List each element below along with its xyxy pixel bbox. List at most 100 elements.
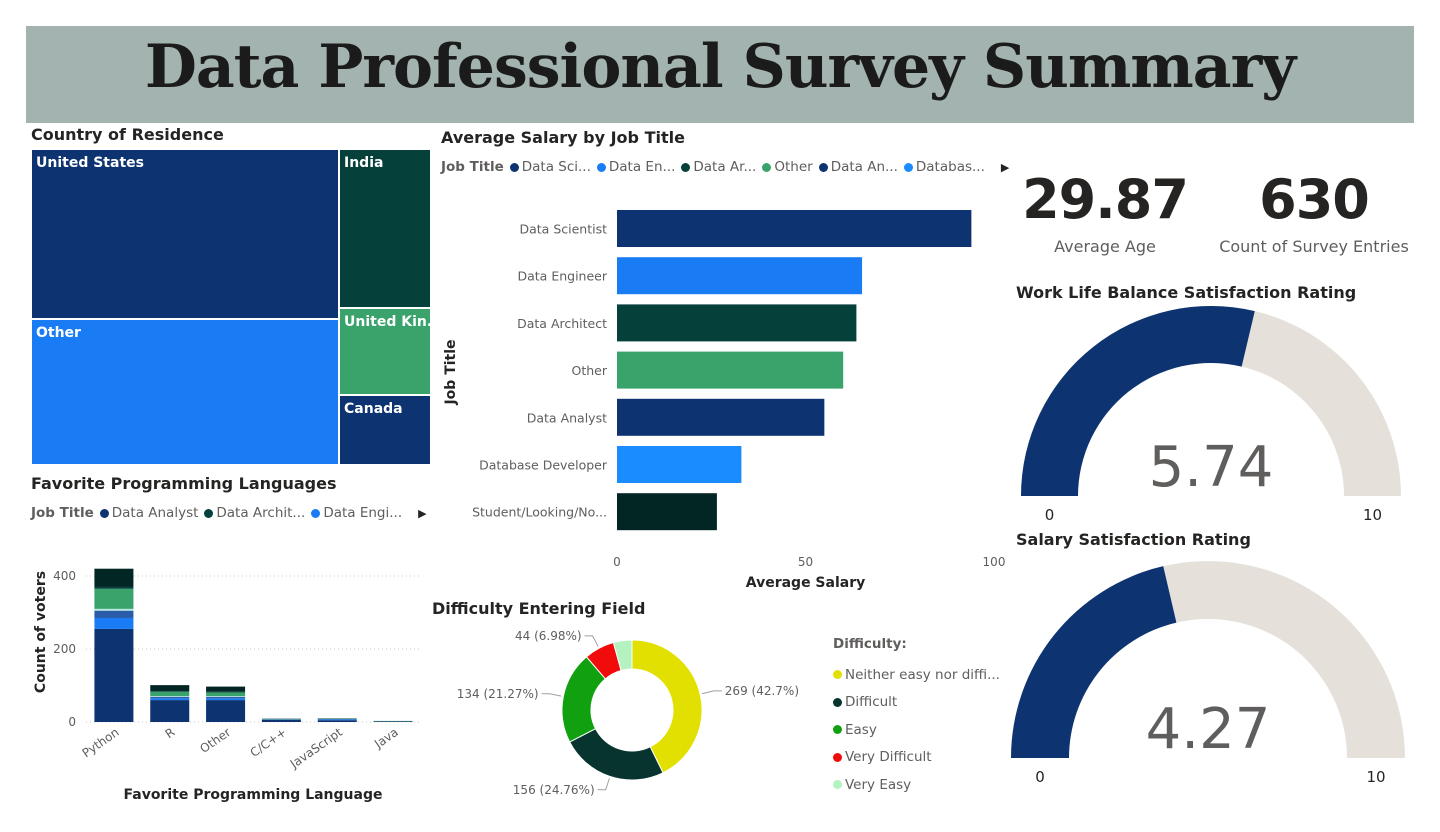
- languages-legend: Job Title Data Analyst Data Archit... Da…: [31, 505, 427, 521]
- legend-item-data-architect[interactable]: Data Ar...: [681, 159, 756, 175]
- language-bar-segment[interactable]: [94, 628, 134, 722]
- language-bar-segment[interactable]: [94, 586, 134, 589]
- data-label: 134 (21.27%): [457, 687, 539, 701]
- legend-dot: [311, 508, 321, 518]
- legend-item-data-engineer[interactable]: Data Engi...: [311, 505, 402, 521]
- data-label-leader: [584, 635, 599, 647]
- legend-next-arrow-icon[interactable]: ▶: [1000, 160, 1010, 174]
- gauge-fill: [1021, 305, 1255, 496]
- gauge-max-label: 10: [1363, 506, 1382, 524]
- salary-gauge-title: Salary Satisfaction Rating: [1016, 530, 1251, 549]
- treemap-label: India: [344, 155, 384, 171]
- legend-dot: [833, 780, 842, 790]
- donut-slice[interactable]: [569, 728, 664, 781]
- salary-bar[interactable]: [617, 398, 825, 436]
- gauge-fill: [1011, 566, 1177, 758]
- legend-dot: [833, 670, 842, 680]
- treemap-label: United Kin...: [344, 314, 430, 330]
- salary-bar[interactable]: [617, 351, 844, 389]
- language-bar-segment[interactable]: [150, 685, 190, 691]
- language-bar-segment[interactable]: [94, 617, 134, 629]
- salary-bar[interactable]: [617, 493, 717, 531]
- treemap-label: United States: [36, 155, 144, 171]
- salary-bar[interactable]: [617, 210, 972, 247]
- legend-title: Difficulty:: [833, 636, 907, 652]
- language-bar-segment[interactable]: [373, 721, 413, 722]
- language-bar-segment[interactable]: [94, 568, 134, 587]
- language-bar-segment[interactable]: [206, 691, 246, 693]
- treemap-cell-canada[interactable]: Canada: [339, 395, 431, 465]
- languages-chart-title: Favorite Programming Languages: [31, 474, 337, 493]
- legend-item-data-scientist[interactable]: Data Sci...: [509, 159, 591, 175]
- language-bar-segment[interactable]: [94, 588, 134, 609]
- legend-item-easy[interactable]: Easy: [833, 716, 1000, 744]
- difficulty-legend: Difficulty: Neither easy nor diffi... Di…: [833, 636, 1000, 799]
- language-bar-segment[interactable]: [206, 698, 246, 701]
- data-label: 156 (24.76%): [513, 783, 595, 797]
- legend-next-arrow-icon[interactable]: ▶: [418, 506, 427, 520]
- gauge-min-label: 0: [1045, 506, 1055, 524]
- donut-slice[interactable]: [612, 639, 633, 672]
- language-bar-segment[interactable]: [150, 698, 190, 701]
- legend-item-data-analyst[interactable]: Data An...: [818, 159, 898, 175]
- difficulty-chart-title: Difficulty Entering Field: [432, 599, 646, 618]
- treemap-cell-united-kingdom[interactable]: United Kin...: [339, 308, 431, 395]
- language-bar-segment[interactable]: [150, 696, 190, 699]
- language-bar-segment[interactable]: [150, 690, 190, 692]
- legend-item-data-architect[interactable]: Data Archit...: [204, 505, 305, 521]
- legend-item-other[interactable]: Other: [762, 159, 813, 175]
- language-bar-segment[interactable]: [261, 719, 301, 722]
- legend-label: Data Engi...: [323, 505, 403, 521]
- legend-label: Data Ar...: [693, 159, 757, 175]
- language-bar-segment[interactable]: [150, 691, 190, 697]
- data-label-leader: [702, 690, 722, 695]
- language-bar-segment[interactable]: [206, 692, 246, 697]
- language-bar-segment[interactable]: [150, 696, 190, 697]
- salary-bar[interactable]: [617, 446, 742, 483]
- gauge-max-label: 10: [1366, 768, 1385, 786]
- language-bar-segment[interactable]: [206, 696, 246, 699]
- legend-item-neither[interactable]: Neither easy nor diffi...: [833, 661, 1000, 689]
- y-tick-label: 400: [53, 569, 76, 583]
- data-label-leader: [541, 693, 562, 697]
- salary-satisfaction-gauge: 4.27 0 10: [1011, 561, 1405, 786]
- donut-slice[interactable]: [631, 639, 703, 774]
- treemap-label: Canada: [344, 401, 403, 417]
- language-bar-segment[interactable]: [150, 700, 190, 722]
- language-bar-segment[interactable]: [206, 686, 246, 692]
- treemap-title: Country of Residence: [31, 125, 224, 144]
- legend-item-very-difficult[interactable]: Very Difficult: [833, 744, 1000, 772]
- language-bar-segment[interactable]: [206, 700, 246, 722]
- language-bar-segment[interactable]: [317, 719, 357, 721]
- legend-dot: [509, 162, 519, 172]
- legend-label: Data Sci...: [521, 159, 591, 175]
- treemap-cell-united-states[interactable]: United States: [31, 149, 339, 319]
- y-axis-title: Count of voters: [33, 571, 49, 693]
- language-bar-segment[interactable]: [206, 696, 246, 697]
- legend-label: Data Archit...: [216, 505, 306, 521]
- language-bar-segment[interactable]: [94, 610, 134, 618]
- legend-dot: [762, 162, 772, 172]
- treemap-cell-other[interactable]: Other: [31, 319, 339, 465]
- legend-item-database-developer[interactable]: Databas...: [903, 159, 985, 175]
- data-label-leader: [597, 778, 610, 791]
- y-tick-label: Student/Looking/No...: [472, 505, 607, 520]
- legend-dot: [903, 162, 913, 172]
- salary-bar[interactable]: [617, 257, 863, 295]
- legend-item-very-easy[interactable]: Very Easy: [833, 771, 1000, 799]
- legend-item-data-engineer[interactable]: Data En...: [596, 159, 675, 175]
- y-tick-label: Data Analyst: [527, 410, 607, 425]
- legend-item-data-analyst[interactable]: Data Analyst: [99, 505, 198, 521]
- language-bar-segment[interactable]: [94, 608, 134, 611]
- language-bar-segment[interactable]: [317, 720, 357, 722]
- salary-bar[interactable]: [617, 304, 857, 342]
- gauge-value: 4.27: [1146, 697, 1271, 762]
- salary-chart-title: Average Salary by Job Title: [441, 128, 685, 147]
- y-tick-label: Other: [572, 363, 608, 378]
- legend-label: Databas...: [915, 159, 985, 175]
- legend-item-difficult[interactable]: Difficult: [833, 689, 1000, 717]
- work-life-gauge: 5.74 0 10: [1021, 305, 1401, 524]
- x-tick-label: 50: [798, 555, 813, 569]
- y-tick-label: Data Engineer: [518, 269, 608, 284]
- treemap-cell-india[interactable]: India: [339, 149, 431, 308]
